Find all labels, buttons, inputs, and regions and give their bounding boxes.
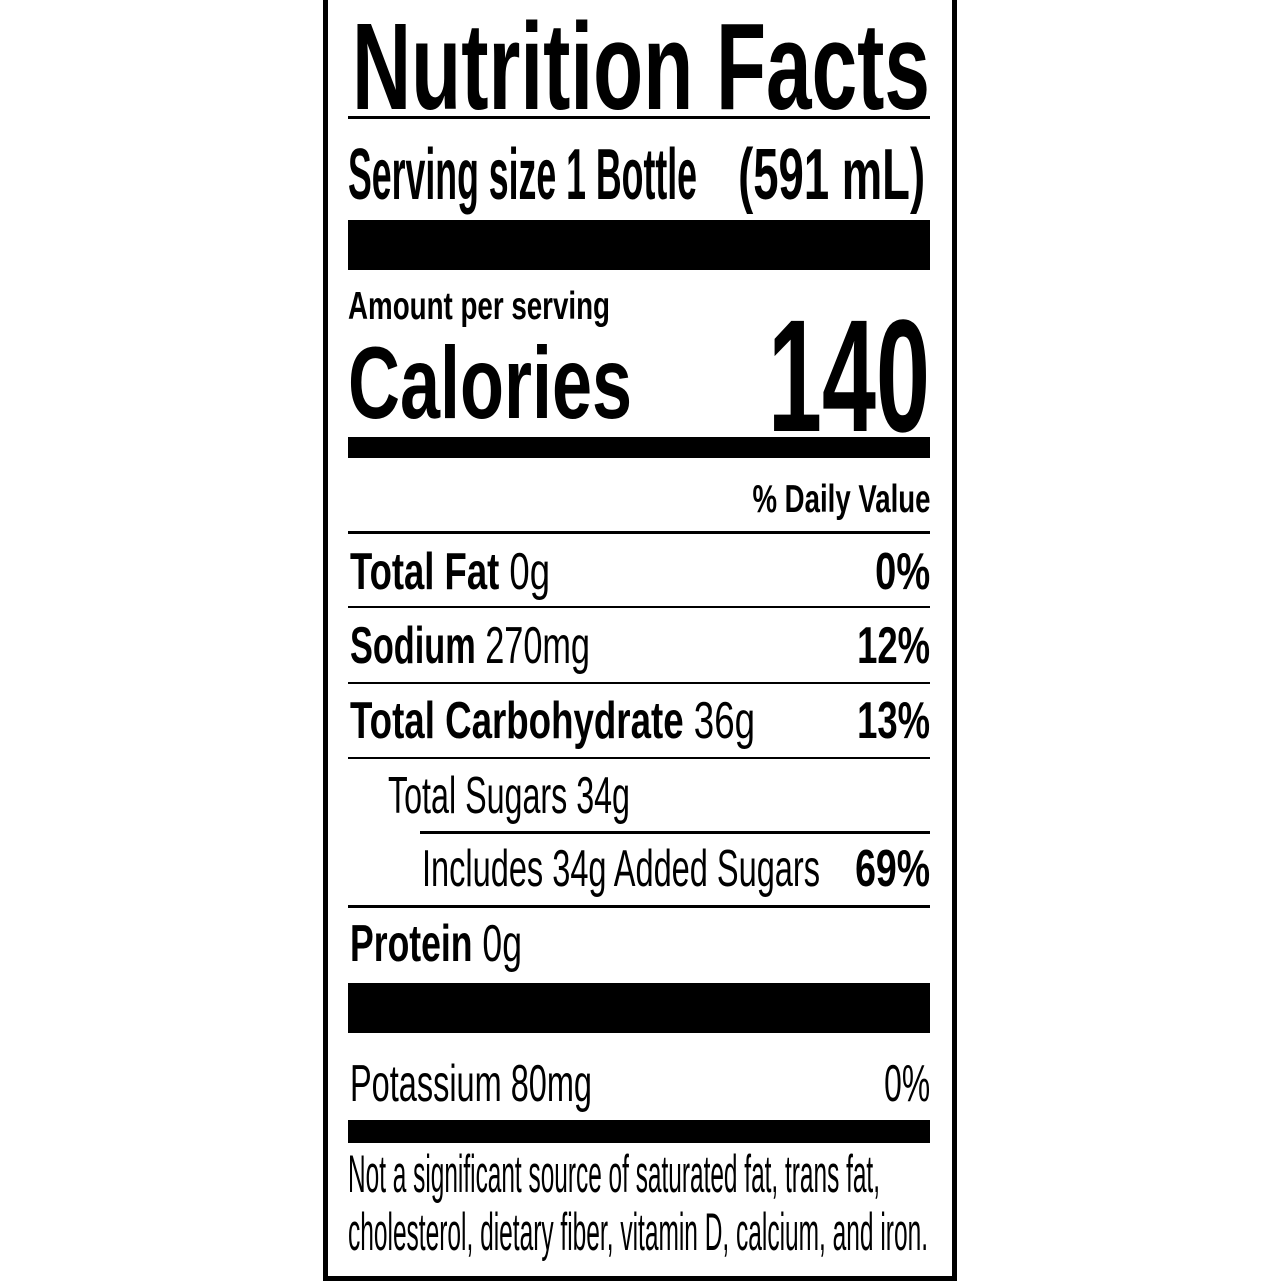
divider	[420, 831, 930, 834]
footnote-line-1: Not a significant source of saturated fa…	[348, 1145, 880, 1204]
amount-per-serving: Amount per serving	[348, 285, 610, 328]
nutrient-total-carbohydrate: Total Carbohydrate 36g	[350, 692, 755, 750]
footnote-line-2: cholesterol, dietary fiber, vitamin D, c…	[348, 1203, 928, 1262]
nutrient-added-sugars: Includes 34g Added Sugars	[422, 840, 820, 898]
divider	[348, 905, 930, 908]
thick-bar	[348, 220, 930, 270]
divider	[348, 606, 930, 608]
nutrient-total-sugars: Total Sugars 34g	[388, 767, 630, 825]
divider	[348, 531, 930, 534]
medium-bar	[348, 1120, 930, 1143]
medium-bar	[348, 437, 930, 458]
dv-total-fat: 0%	[875, 543, 930, 601]
serving-volume: (591 mL)	[738, 135, 925, 215]
nutrient-protein: Protein 0g	[350, 915, 522, 973]
nutrient-sodium: Sodium 270mg	[350, 617, 590, 675]
calories-label: Calories	[348, 326, 632, 440]
nutrient-total-fat: Total Fat 0g	[350, 543, 550, 601]
label-title: Nutrition Facts	[352, 0, 930, 136]
dv-added-sugars: 69%	[855, 840, 930, 898]
thick-bar	[348, 983, 930, 1033]
nutrient-potassium: Potassium 80mg	[350, 1055, 592, 1113]
daily-value-header: % Daily Value	[752, 478, 930, 521]
calories-value: 140	[768, 286, 930, 465]
dv-potassium: 0%	[884, 1055, 930, 1113]
dv-total-carbohydrate: 13%	[857, 692, 930, 750]
divider	[348, 682, 930, 684]
serving-size: Serving size 1 Bottle	[348, 135, 697, 215]
divider	[348, 116, 930, 119]
dv-sodium: 12%	[857, 617, 930, 675]
divider	[348, 757, 930, 759]
nutrition-label	[323, 0, 957, 1281]
